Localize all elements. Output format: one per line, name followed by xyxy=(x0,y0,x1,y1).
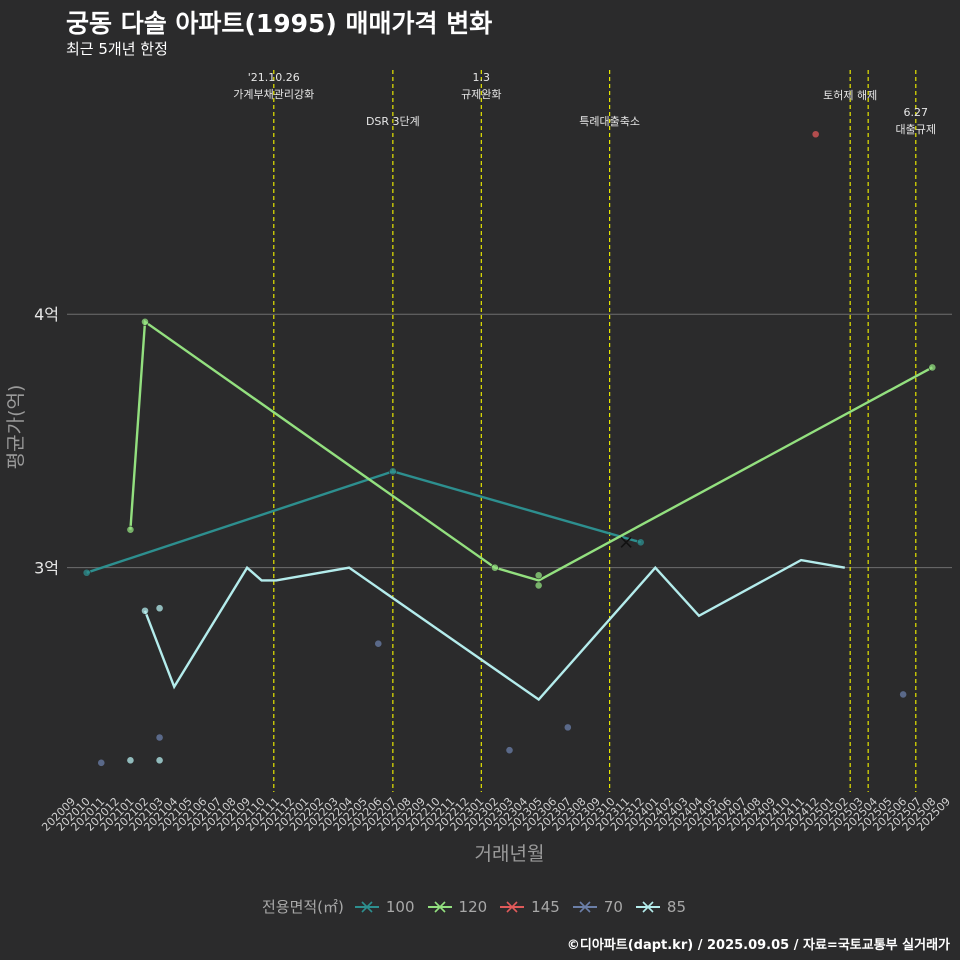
data-point-70 xyxy=(563,723,572,732)
data-point-120 xyxy=(928,363,937,372)
legend-key-icon xyxy=(427,900,452,913)
cross-marker xyxy=(620,536,632,548)
data-point-70 xyxy=(155,733,164,742)
data-point-100 xyxy=(388,467,397,476)
legend-item-120: 120 xyxy=(427,897,488,916)
legend-key-icon xyxy=(500,900,525,913)
chart-title: 궁동 다솔 아파트(1995) 매매가격 변화 xyxy=(66,9,493,38)
data-point-70 xyxy=(899,690,908,699)
event-label: DSR 3단계 xyxy=(366,115,420,128)
legend-label: 85 xyxy=(666,897,686,916)
y-axis-title: 평균가(억) xyxy=(5,385,27,470)
data-point-120 xyxy=(141,317,149,326)
legend-key-icon xyxy=(635,900,660,913)
data-point-85 xyxy=(155,756,164,765)
event-label: 토허제 해제 xyxy=(823,88,877,102)
x-axis-title: 거래년월 xyxy=(475,843,545,865)
chart-subtitle: 최근 5개년 한정 xyxy=(66,40,168,58)
event-label: 가계부채관리강화 xyxy=(233,88,314,101)
legend-item-70: 70 xyxy=(572,898,623,916)
event-label: 대출규제 xyxy=(896,123,936,136)
event-label: '21.10.26 xyxy=(248,71,300,84)
data-point-145 xyxy=(811,130,820,139)
event-label: 6.27 xyxy=(904,106,929,119)
event-label: 1.3 xyxy=(473,71,491,84)
caption: ©디아파트(dapt.kr) / 2025.09.05 / 자료=국토교통부 실… xyxy=(566,938,950,953)
data-point-100 xyxy=(636,538,645,547)
event-label: 특례대출축소 xyxy=(579,115,640,128)
data-point-85 xyxy=(141,606,149,615)
legend-item-100: 100 xyxy=(354,898,415,916)
data-point-85 xyxy=(126,756,135,765)
data-point-120 xyxy=(126,525,135,534)
legend-label: 120 xyxy=(458,897,488,916)
data-point-85 xyxy=(155,604,164,613)
legend-title: 전용면적(㎡) xyxy=(261,898,344,916)
legend-label: 145 xyxy=(531,897,560,916)
data-point-120 xyxy=(534,571,543,580)
legend-item-145: 145 xyxy=(499,898,560,916)
legend-key-icon xyxy=(572,900,597,913)
event-label: 규제완화 xyxy=(461,88,501,101)
series-line-100 xyxy=(86,470,642,574)
legend-key-icon xyxy=(354,900,379,913)
data-point-70 xyxy=(374,639,383,648)
legend-item-85: 85 xyxy=(635,898,686,916)
y-tick-label: 4억 xyxy=(34,305,59,324)
data-point-70 xyxy=(505,746,514,755)
data-point-120 xyxy=(534,581,543,590)
data-point-120 xyxy=(491,563,499,572)
y-tick-label: 3억 xyxy=(34,559,59,578)
legend: 전용면적(㎡) 100 120 145 70 85 xyxy=(0,896,960,917)
series-line-120 xyxy=(129,319,933,582)
data-point-70 xyxy=(97,758,106,767)
legend-label: 100 xyxy=(385,897,415,916)
series-line-85 xyxy=(143,558,846,702)
legend-label: 70 xyxy=(603,897,623,916)
data-point-100 xyxy=(82,568,91,577)
